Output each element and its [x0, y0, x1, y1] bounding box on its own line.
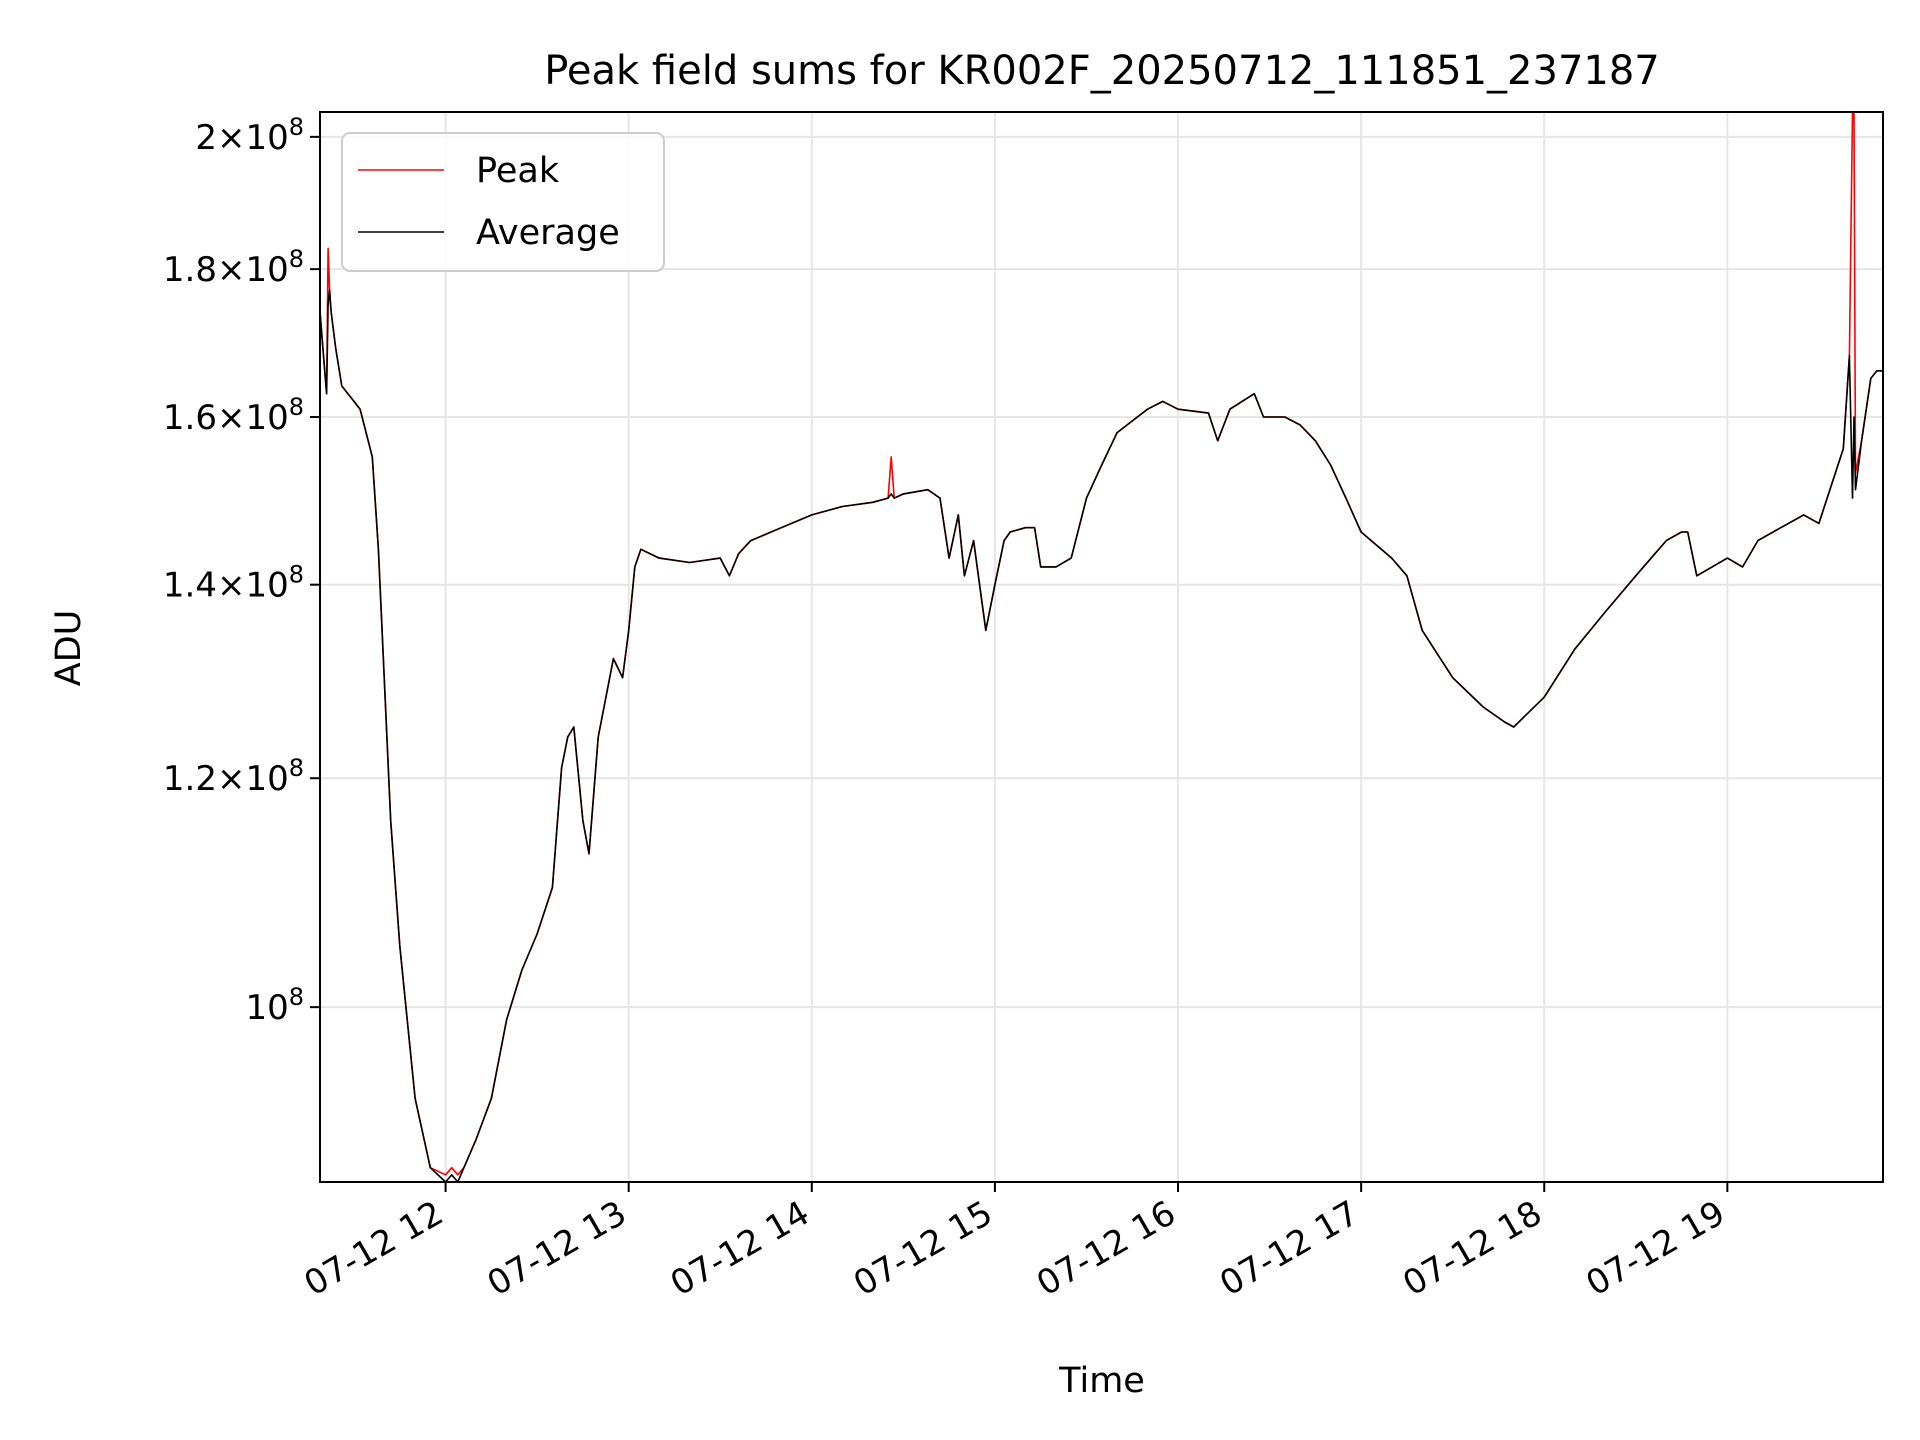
legend-label-average: Average: [476, 213, 620, 253]
plot-background: [320, 112, 1883, 1182]
grid-lines: [320, 112, 1883, 1182]
chart-title: Peak field sums for KR002F_20250712_1118…: [544, 48, 1660, 94]
y-tick-label: 1.4×108: [163, 561, 304, 606]
series-lines: [319, 111, 1883, 1183]
series-line-average: [319, 289, 1883, 1183]
plot-frame: [319, 111, 1884, 1183]
x-axis-label: Time: [1058, 1361, 1145, 1401]
y-axis-label: ADU: [49, 610, 89, 687]
legend-label-peak: Peak: [476, 151, 560, 191]
plot-area: [319, 111, 1884, 1183]
legend: Peak Average: [341, 132, 665, 272]
y-tick-label: 1.2×108: [163, 754, 304, 799]
legend-box: [341, 132, 665, 272]
y-tick-label: 2×108: [195, 113, 304, 158]
y-tick-label: 1.8×108: [163, 245, 304, 290]
y-tick-label: 1.6×108: [163, 393, 304, 438]
